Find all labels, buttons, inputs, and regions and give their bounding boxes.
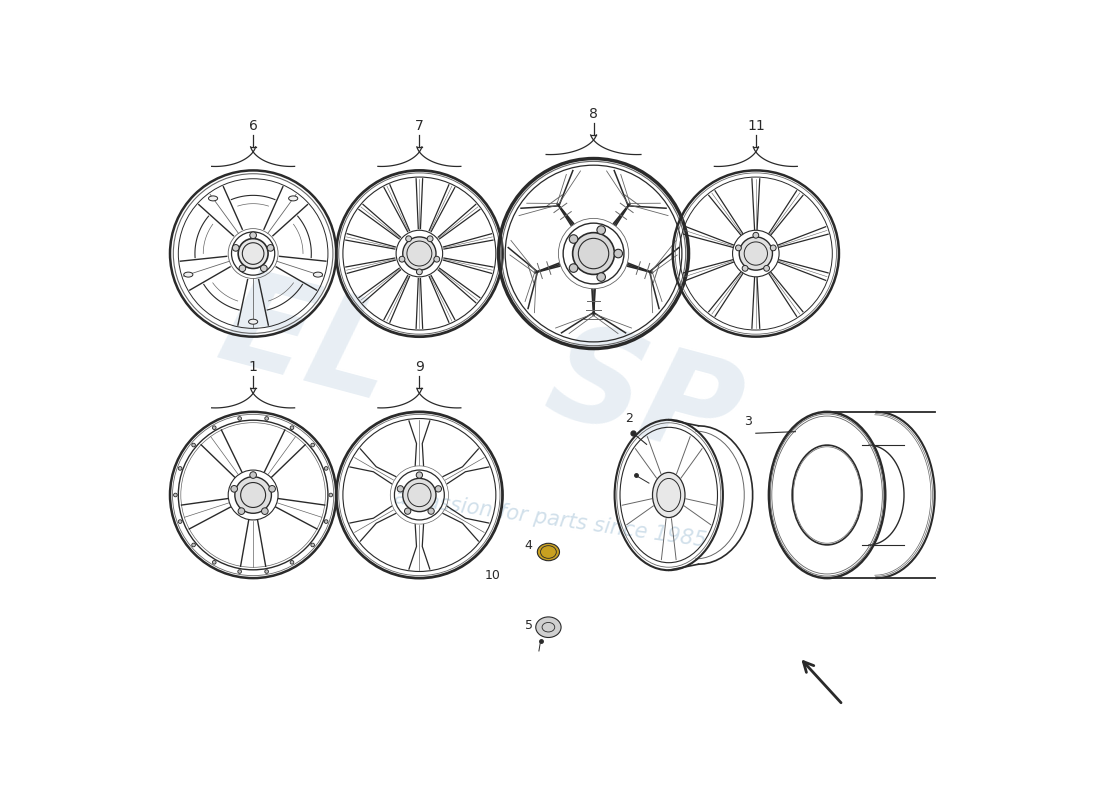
Text: 6: 6 bbox=[249, 118, 257, 133]
Ellipse shape bbox=[262, 508, 268, 514]
Ellipse shape bbox=[178, 466, 182, 470]
Ellipse shape bbox=[427, 236, 433, 242]
Ellipse shape bbox=[231, 486, 238, 492]
Ellipse shape bbox=[232, 245, 239, 251]
Text: 1: 1 bbox=[249, 360, 257, 374]
Ellipse shape bbox=[288, 196, 298, 201]
Ellipse shape bbox=[652, 473, 685, 518]
Ellipse shape bbox=[570, 234, 578, 243]
Ellipse shape bbox=[290, 561, 294, 564]
Ellipse shape bbox=[191, 543, 196, 546]
Ellipse shape bbox=[403, 478, 436, 512]
Ellipse shape bbox=[265, 417, 268, 420]
Ellipse shape bbox=[324, 466, 328, 470]
Ellipse shape bbox=[752, 232, 759, 238]
Ellipse shape bbox=[573, 233, 615, 274]
Ellipse shape bbox=[428, 508, 435, 514]
Text: a passion for parts since 1985: a passion for parts since 1985 bbox=[393, 487, 707, 550]
Ellipse shape bbox=[739, 237, 772, 270]
Ellipse shape bbox=[238, 570, 242, 574]
Ellipse shape bbox=[209, 196, 218, 201]
Ellipse shape bbox=[763, 266, 770, 271]
Text: 4: 4 bbox=[525, 539, 532, 552]
Text: 2: 2 bbox=[625, 412, 634, 426]
Ellipse shape bbox=[314, 272, 322, 277]
Ellipse shape bbox=[416, 472, 422, 478]
Ellipse shape bbox=[239, 238, 268, 269]
Ellipse shape bbox=[329, 493, 332, 497]
Ellipse shape bbox=[267, 245, 274, 251]
Ellipse shape bbox=[397, 486, 404, 492]
Text: 7: 7 bbox=[415, 118, 424, 133]
Ellipse shape bbox=[191, 443, 196, 447]
Ellipse shape bbox=[178, 520, 182, 523]
Ellipse shape bbox=[742, 266, 748, 271]
Text: 8: 8 bbox=[590, 106, 598, 121]
Ellipse shape bbox=[537, 543, 560, 561]
Ellipse shape bbox=[265, 570, 268, 574]
Ellipse shape bbox=[184, 272, 192, 277]
Ellipse shape bbox=[238, 508, 244, 514]
Ellipse shape bbox=[212, 561, 216, 564]
Text: 11: 11 bbox=[747, 118, 764, 133]
Ellipse shape bbox=[417, 269, 422, 274]
Ellipse shape bbox=[570, 264, 578, 272]
Ellipse shape bbox=[174, 493, 177, 497]
Ellipse shape bbox=[212, 426, 216, 430]
Ellipse shape bbox=[239, 265, 245, 272]
Text: SP: SP bbox=[535, 314, 752, 486]
Ellipse shape bbox=[261, 265, 267, 272]
Text: 3: 3 bbox=[744, 414, 752, 428]
Ellipse shape bbox=[268, 486, 275, 492]
Ellipse shape bbox=[399, 256, 405, 262]
Ellipse shape bbox=[234, 477, 272, 514]
Ellipse shape bbox=[405, 508, 410, 514]
Ellipse shape bbox=[597, 226, 605, 234]
Ellipse shape bbox=[736, 245, 741, 250]
Ellipse shape bbox=[311, 543, 315, 546]
Text: 10: 10 bbox=[485, 570, 501, 582]
Ellipse shape bbox=[324, 520, 328, 523]
Ellipse shape bbox=[290, 426, 294, 430]
Ellipse shape bbox=[249, 319, 257, 324]
Ellipse shape bbox=[614, 250, 623, 258]
Ellipse shape bbox=[403, 237, 436, 270]
Ellipse shape bbox=[536, 617, 561, 638]
Text: 5: 5 bbox=[525, 619, 532, 632]
Ellipse shape bbox=[436, 486, 441, 492]
Ellipse shape bbox=[250, 472, 256, 478]
Ellipse shape bbox=[770, 245, 777, 250]
Ellipse shape bbox=[311, 443, 315, 447]
Ellipse shape bbox=[597, 273, 605, 282]
Ellipse shape bbox=[238, 417, 242, 420]
Ellipse shape bbox=[250, 232, 256, 238]
Ellipse shape bbox=[433, 256, 440, 262]
Text: 9: 9 bbox=[415, 360, 424, 374]
Text: EL: EL bbox=[207, 261, 407, 429]
Ellipse shape bbox=[406, 236, 411, 242]
